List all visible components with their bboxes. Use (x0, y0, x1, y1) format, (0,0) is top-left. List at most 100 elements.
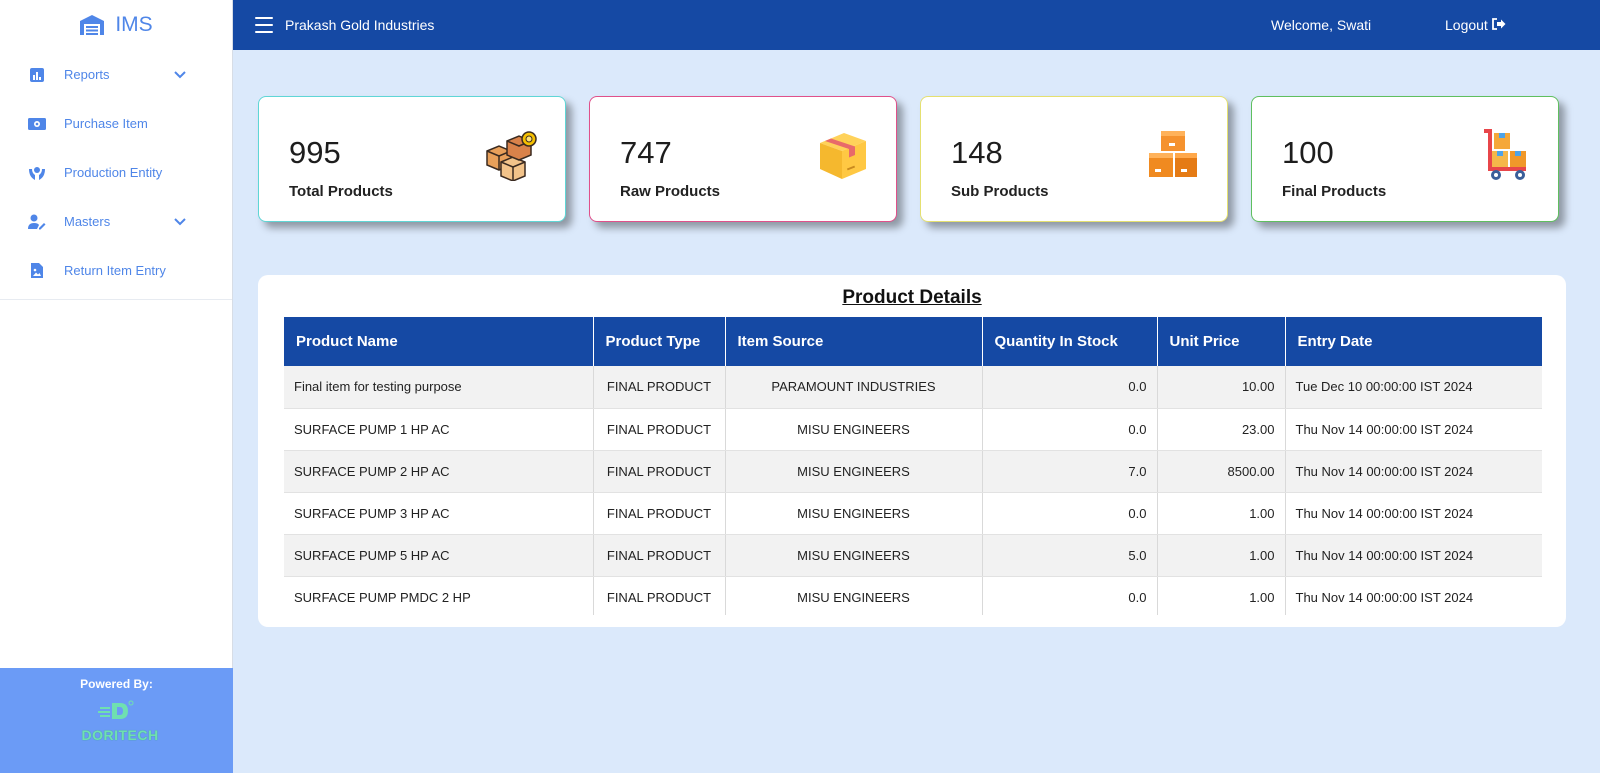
sidebar-item-purchase-item[interactable]: Purchase Item (0, 99, 232, 148)
cell-quantity: 0.0 (982, 492, 1158, 535)
stat-card-sub-products[interactable]: 148 Sub Products (920, 96, 1228, 222)
stat-label: Total Products (289, 183, 393, 200)
cell-unit-price: 1.00 (1157, 576, 1286, 615)
sidebar-item-return-item-entry[interactable]: Return Item Entry (0, 246, 232, 295)
cell-item-source: MISU ENGINEERS (725, 492, 983, 535)
powered-by-label: Powered By: (80, 677, 153, 691)
logout-label: Logout (1445, 17, 1488, 33)
sidebar-item-label: Reports (64, 67, 110, 82)
stacked-boxes-icon (1147, 129, 1199, 181)
stat-card-total-products[interactable]: 995 Total Products (258, 96, 566, 222)
column-header-unit-price[interactable]: Unit Price (1157, 317, 1286, 366)
table-row[interactable]: Final item for testing purpose FINAL PRO… (284, 366, 1542, 409)
cell-unit-price: 1.00 (1157, 534, 1286, 577)
cell-unit-price: 23.00 (1157, 408, 1286, 451)
warehouse-icon (79, 14, 105, 36)
hands-holding-icon (28, 164, 46, 182)
cell-quantity: 5.0 (982, 534, 1158, 577)
table-row[interactable]: SURFACE PUMP 1 HP AC FINAL PRODUCT MISU … (284, 408, 1542, 451)
product-table-scroll[interactable]: Product Name Product Type Item Source Qu… (284, 317, 1542, 615)
cell-entry-date: Thu Nov 14 00:00:00 IST 2024 (1285, 408, 1542, 451)
cell-product-type: FINAL PRODUCT (593, 450, 726, 493)
chevron-down-icon[interactable] (174, 67, 186, 82)
hand-truck-icon (1478, 129, 1530, 181)
stat-label: Final Products (1282, 183, 1387, 200)
sidebar-item-label: Return Item Entry (64, 263, 166, 278)
cell-product-name: SURFACE PUMP 1 HP AC (284, 408, 594, 451)
doritech-logo: DORITECH (81, 699, 159, 745)
sidebar-item-label: Production Entity (64, 165, 163, 180)
cell-product-type: FINAL PRODUCT (593, 366, 726, 409)
stat-label: Sub Products (951, 183, 1049, 200)
stat-card-final-products[interactable]: 100 Final Products (1251, 96, 1559, 222)
cell-product-type: FINAL PRODUCT (593, 408, 726, 451)
file-image-icon (28, 262, 46, 280)
stat-value: 100 (1282, 135, 1334, 170)
column-header-entry-date[interactable]: Entry Date (1285, 317, 1542, 366)
cell-unit-price: 8500.00 (1157, 450, 1286, 493)
cell-product-name: SURFACE PUMP PMDC 2 HP (284, 576, 594, 615)
money-bill-icon (28, 115, 46, 133)
cell-entry-date: Tue Dec 10 00:00:00 IST 2024 (1285, 366, 1542, 409)
cell-product-name: SURFACE PUMP 5 HP AC (284, 534, 594, 577)
cell-product-name: SURFACE PUMP 3 HP AC (284, 492, 594, 535)
panel-title: Product Details (842, 287, 982, 308)
brand-name: IMS (115, 13, 153, 36)
hamburger-menu-icon[interactable] (255, 17, 273, 33)
cell-entry-date: Thu Nov 14 00:00:00 IST 2024 (1285, 534, 1542, 577)
table-row[interactable]: SURFACE PUMP 5 HP AC FINAL PRODUCT MISU … (284, 534, 1542, 577)
sidebar-item-label: Purchase Item (64, 116, 148, 131)
cell-product-type: FINAL PRODUCT (593, 534, 726, 577)
logo-text: DORITECH (81, 727, 159, 743)
cell-entry-date: Thu Nov 14 00:00:00 IST 2024 (1285, 576, 1542, 615)
sidebar-item-reports[interactable]: Reports (0, 50, 232, 99)
cell-item-source: MISU ENGINEERS (725, 534, 983, 577)
stat-card-raw-products[interactable]: 747 Raw Products (589, 96, 897, 222)
logout-button[interactable]: Logout (1445, 17, 1506, 33)
stat-label: Raw Products (620, 183, 721, 200)
stat-value: 747 (620, 135, 672, 170)
sidebar-item-label: Masters (64, 214, 111, 229)
bar-chart-icon (28, 66, 46, 84)
table-row[interactable]: SURFACE PUMP 2 HP AC FINAL PRODUCT MISU … (284, 450, 1542, 493)
powered-by-footer: Powered By: DORITECH (0, 668, 233, 773)
column-header-product-name[interactable]: Product Name (284, 317, 594, 366)
chevron-down-icon[interactable] (174, 214, 186, 229)
cell-entry-date: Thu Nov 14 00:00:00 IST 2024 (1285, 492, 1542, 535)
box-icon (816, 129, 868, 181)
cell-quantity: 7.0 (982, 450, 1158, 493)
cell-unit-price: 10.00 (1157, 366, 1286, 409)
cell-item-source: MISU ENGINEERS (725, 576, 983, 615)
cell-quantity: 0.0 (982, 366, 1158, 409)
sidebar: IMS Reports Purchase Item Production Ent… (0, 0, 233, 773)
sidebar-item-production-entity[interactable]: Production Entity (0, 148, 232, 197)
cell-item-source: MISU ENGINEERS (725, 450, 983, 493)
cell-product-type: FINAL PRODUCT (593, 576, 726, 615)
welcome-text: Welcome, Swati (1271, 17, 1372, 33)
column-header-quantity-in-stock[interactable]: Quantity In Stock (982, 317, 1158, 366)
cell-quantity: 0.0 (982, 576, 1158, 615)
brand[interactable]: IMS (0, 0, 232, 50)
table-row[interactable]: SURFACE PUMP 3 HP AC FINAL PRODUCT MISU … (284, 492, 1542, 535)
boxes-icon (485, 129, 537, 182)
column-header-product-type[interactable]: Product Type (593, 317, 726, 366)
stat-value: 995 (289, 135, 341, 170)
cell-product-name: SURFACE PUMP 2 HP AC (284, 450, 594, 493)
sidebar-item-masters[interactable]: Masters (0, 197, 232, 246)
cell-quantity: 0.0 (982, 408, 1158, 451)
user-edit-icon (28, 213, 46, 231)
product-details-panel: Product Details Product Name Product Typ… (258, 275, 1566, 627)
product-table: Product Name Product Type Item Source Qu… (284, 317, 1542, 615)
cell-product-type: FINAL PRODUCT (593, 492, 726, 535)
table-row[interactable]: SURFACE PUMP PMDC 2 HP FINAL PRODUCT MIS… (284, 576, 1542, 615)
cell-item-source: PARAMOUNT INDUSTRIES (725, 366, 983, 409)
top-bar: Prakash Gold Industries Welcome, Swati L… (233, 0, 1600, 50)
company-name: Prakash Gold Industries (285, 17, 435, 33)
sign-out-icon (1491, 17, 1506, 33)
cell-entry-date: Thu Nov 14 00:00:00 IST 2024 (1285, 450, 1542, 493)
cell-product-name: Final item for testing purpose (284, 366, 594, 409)
column-header-item-source[interactable]: Item Source (725, 317, 983, 366)
sidebar-nav: Reports Purchase Item Production Entity … (0, 50, 232, 300)
stat-value: 148 (951, 135, 1003, 170)
cell-item-source: MISU ENGINEERS (725, 408, 983, 451)
